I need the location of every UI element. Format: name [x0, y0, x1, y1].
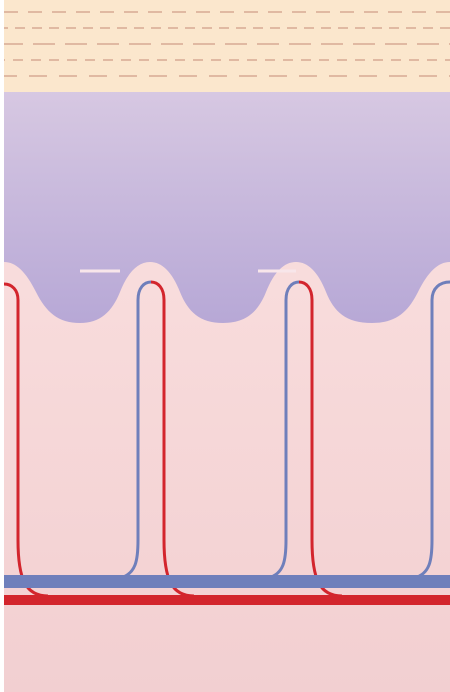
- arterial-capillary: [3, 282, 49, 598]
- arterial-capillary: [298, 280, 343, 598]
- capillary-loops: [3, 280, 450, 598]
- surface-dash-pattern: [4, 11, 450, 77]
- venous-capillary: [119, 280, 152, 580]
- venule-horizontal: [4, 575, 450, 588]
- surface-layer: [4, 0, 450, 92]
- arteriole-horizontal: [4, 595, 450, 605]
- venous-capillary: [267, 280, 300, 580]
- arterial-capillary: [150, 280, 195, 598]
- epidermis-layer: [4, 90, 450, 323]
- venous-capillary: [413, 280, 450, 580]
